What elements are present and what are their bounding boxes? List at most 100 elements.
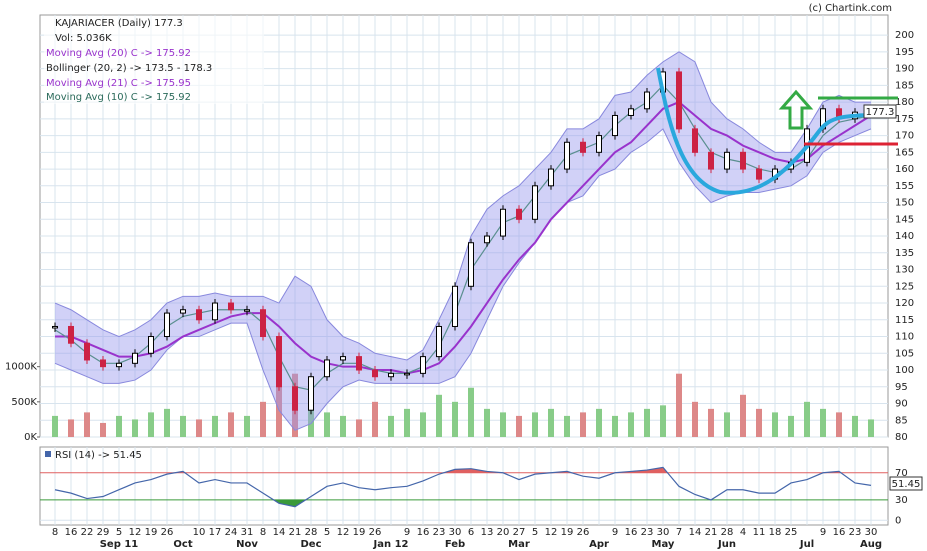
x-tick-label: 8 bbox=[260, 527, 266, 538]
candle bbox=[484, 235, 490, 244]
candle bbox=[212, 302, 218, 321]
rsi-tick-label: 70 bbox=[895, 468, 908, 479]
volume-bar bbox=[116, 415, 122, 437]
y-tick-label: 90 bbox=[895, 399, 908, 410]
candle bbox=[388, 372, 394, 378]
y-tick-label: 95 bbox=[895, 382, 908, 393]
x-tick-label: 10 bbox=[193, 527, 206, 538]
x-tick-label: 30 bbox=[657, 527, 670, 538]
volume-bar bbox=[484, 408, 490, 437]
x-month-label: Sep 11 bbox=[100, 539, 139, 550]
x-tick-label: 19 bbox=[353, 527, 366, 538]
volume-bar bbox=[260, 401, 266, 437]
x-month-label: Apr bbox=[589, 539, 609, 550]
candle bbox=[740, 151, 746, 170]
candle bbox=[580, 141, 586, 153]
rsi-icon bbox=[45, 451, 51, 457]
x-tick-label: 16 bbox=[65, 527, 78, 538]
candle bbox=[372, 369, 378, 378]
rsi-tag-box bbox=[889, 476, 923, 491]
y-tick-label: 170 bbox=[895, 131, 914, 142]
x-tick-label: 27 bbox=[513, 527, 526, 538]
x-tick-label: 13 bbox=[481, 527, 494, 538]
volume-bar bbox=[340, 415, 346, 437]
x-month-label: Aug bbox=[860, 539, 882, 550]
volume-bar bbox=[68, 419, 74, 437]
volume-bar bbox=[276, 352, 282, 437]
volume-bar bbox=[740, 394, 746, 437]
x-tick-label: 6 bbox=[468, 527, 474, 538]
candle bbox=[292, 386, 298, 411]
x-tick-label: 28 bbox=[721, 527, 734, 538]
x-tick-label: 14 bbox=[689, 527, 702, 538]
volume-bar bbox=[516, 415, 522, 437]
volume-bar bbox=[788, 415, 794, 437]
volume-bar bbox=[676, 373, 682, 437]
volume-bar bbox=[756, 408, 762, 437]
x-tick-label: 24 bbox=[225, 527, 238, 538]
x-month-label: Jun bbox=[717, 539, 736, 550]
y-tick-label: 175 bbox=[895, 114, 914, 125]
volume-bar bbox=[836, 412, 842, 437]
rsi-tick-label: 30 bbox=[895, 495, 908, 506]
volume-bar bbox=[356, 419, 362, 437]
candle bbox=[756, 168, 762, 180]
candle bbox=[404, 372, 410, 376]
y-tick-label: 125 bbox=[895, 281, 914, 292]
price-tag: 177.3 bbox=[866, 107, 895, 118]
x-tick-label: 26 bbox=[577, 527, 590, 538]
candle bbox=[500, 208, 506, 237]
y-tick-label: 130 bbox=[895, 265, 914, 276]
source: (c) Chartink.com bbox=[809, 3, 892, 14]
candle bbox=[516, 208, 522, 220]
candle bbox=[196, 309, 202, 321]
x-tick-label: 22 bbox=[81, 527, 94, 538]
y-tick-label: 120 bbox=[895, 298, 914, 309]
y-tick-label: 160 bbox=[895, 164, 914, 175]
y-tick-label: 115 bbox=[895, 315, 914, 326]
y-tick-label: 105 bbox=[895, 348, 914, 359]
x-tick-label: 23 bbox=[849, 527, 862, 538]
volume-bar bbox=[324, 412, 330, 437]
candle bbox=[532, 185, 538, 220]
candle bbox=[436, 325, 442, 358]
candle bbox=[452, 285, 458, 327]
candle bbox=[708, 151, 714, 170]
candle bbox=[420, 356, 426, 374]
x-tick-label: 19 bbox=[145, 527, 158, 538]
y-tick-label: 190 bbox=[895, 64, 914, 75]
volume-bar bbox=[548, 408, 554, 437]
candle bbox=[724, 151, 730, 170]
x-tick-label: 30 bbox=[449, 527, 462, 538]
x-month-label: Mar bbox=[508, 539, 530, 550]
candle bbox=[468, 242, 474, 287]
x-tick-label: 18 bbox=[769, 527, 782, 538]
y-tick-label: 135 bbox=[895, 248, 914, 259]
candle bbox=[116, 362, 122, 368]
x-month-label: Oct bbox=[173, 539, 192, 550]
band-upper bbox=[54, 51, 871, 361]
candle bbox=[52, 325, 58, 329]
up-arrow bbox=[778, 89, 814, 130]
x-tick-label: 31 bbox=[241, 527, 254, 538]
volume-bar bbox=[84, 412, 90, 437]
y-tick-label: 100 bbox=[895, 365, 914, 376]
volume-bar bbox=[180, 415, 186, 437]
candle bbox=[260, 309, 266, 338]
candle bbox=[132, 352, 138, 364]
volume-bar bbox=[372, 401, 378, 437]
volume-bar bbox=[564, 415, 570, 437]
volume-bar bbox=[244, 415, 250, 437]
volume-bar bbox=[804, 401, 810, 437]
candle bbox=[308, 376, 314, 411]
x-tick-label: 8 bbox=[52, 527, 58, 538]
x-tick-label: 21 bbox=[705, 527, 718, 538]
volume-bar bbox=[452, 401, 458, 437]
volume-bar bbox=[692, 401, 698, 437]
candle bbox=[68, 325, 74, 344]
candle bbox=[340, 356, 346, 361]
y-tick-label: 80 bbox=[895, 432, 908, 443]
x-tick-label: 12 bbox=[545, 527, 558, 538]
volume-bar bbox=[868, 419, 874, 437]
x-month-label: Feb bbox=[445, 539, 465, 550]
